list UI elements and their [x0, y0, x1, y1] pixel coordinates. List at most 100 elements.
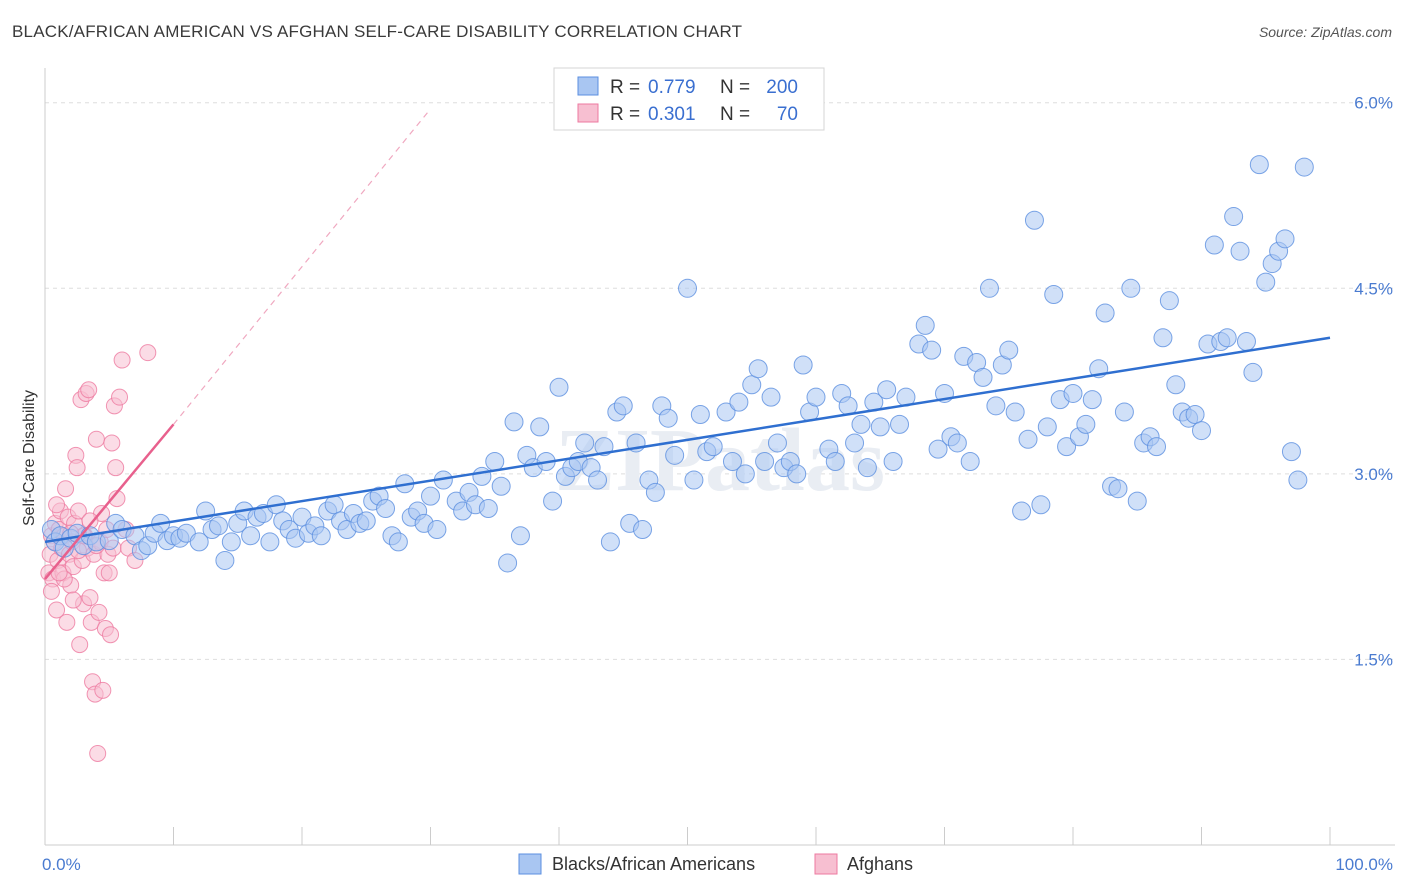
black-point-84 — [600, 532, 620, 552]
black-point-107 — [761, 387, 781, 407]
x-tick-label-1: 100.0% — [1335, 855, 1393, 874]
black-point-144 — [1012, 501, 1032, 521]
black-point-177 — [1224, 207, 1244, 227]
afghan-point-13 — [57, 480, 75, 498]
black-point-80 — [575, 433, 595, 453]
black-point-161 — [1121, 278, 1141, 298]
axes — [44, 68, 1395, 846]
afghan-point-60 — [42, 582, 60, 600]
black-point-143 — [1005, 402, 1025, 422]
black-point-188 — [1294, 157, 1314, 177]
afghan-point-59 — [139, 344, 157, 362]
black-point-160 — [1114, 402, 1134, 422]
afghan-point-63 — [64, 591, 82, 609]
x-tick-label-0: 0.0% — [42, 855, 81, 874]
stats-legend: R = 0.779 N = 200 R = 0.301 N = 70 — [553, 67, 825, 131]
black-point-47 — [356, 511, 376, 531]
black-point-159 — [1108, 479, 1128, 499]
legend-n-label-1: N = — [720, 77, 750, 98]
y-tick-labels: 1.5% 3.0% 4.5% 6.0% — [1354, 94, 1393, 670]
afghan-point-54 — [111, 388, 129, 406]
black-point-171 — [1185, 404, 1205, 424]
black-point-108 — [767, 433, 787, 453]
black-point-136 — [960, 452, 980, 471]
black-point-100 — [716, 402, 736, 422]
black-point-178 — [1230, 241, 1250, 261]
black-point-134 — [947, 433, 967, 453]
black-point-186 — [1281, 442, 1301, 462]
black-point-176 — [1217, 328, 1237, 348]
y-tick-label-0: 1.5% — [1354, 650, 1393, 669]
black-point-147 — [1031, 495, 1051, 515]
black-point-146 — [1024, 210, 1044, 230]
black-point-25 — [215, 550, 235, 570]
legend-swatch-afghans — [577, 103, 599, 123]
black-point-152 — [1063, 383, 1083, 403]
afghan-point-48 — [102, 626, 120, 644]
black-point-86 — [613, 396, 633, 416]
black-point-120 — [851, 414, 871, 434]
black-point-180 — [1243, 362, 1263, 382]
black-point-139 — [979, 278, 999, 298]
afghan-point-38 — [89, 744, 107, 762]
black-point-40 — [311, 526, 331, 546]
black-point-181 — [1249, 155, 1269, 175]
black-point-89 — [633, 520, 653, 540]
black-point-94 — [665, 445, 685, 465]
bottom-legend-label-afghans: Afghans — [847, 854, 913, 874]
black-point-99 — [703, 437, 723, 457]
afghan-point-22 — [68, 459, 86, 477]
black-point-67 — [491, 476, 511, 496]
y-tick-label-2: 4.5% — [1354, 279, 1393, 298]
black-point-50 — [376, 499, 396, 519]
afghan-point-47 — [100, 564, 118, 582]
black-point-116 — [825, 452, 845, 471]
black-point-32 — [260, 532, 280, 552]
black-point-174 — [1204, 235, 1224, 255]
black-point-75 — [543, 491, 563, 511]
black-point-73 — [530, 417, 550, 437]
trend-lines — [44, 108, 1331, 580]
bottom-legend-swatch-afghans — [814, 853, 838, 875]
black-point-104 — [742, 375, 762, 395]
legend-r-label-2: R = — [610, 104, 640, 125]
black-point-168 — [1166, 375, 1186, 395]
black-point-148 — [1037, 417, 1057, 437]
afghan-point-55 — [113, 351, 131, 369]
black-point-124 — [877, 380, 897, 400]
legend-r-value-1: 0.779 — [648, 77, 696, 98]
black-point-185 — [1275, 229, 1295, 249]
black-point-154 — [1076, 414, 1096, 434]
black-point-165 — [1147, 437, 1167, 457]
black-point-103 — [735, 464, 755, 484]
black-point-111 — [787, 464, 807, 484]
x-tick-labels: 0.0% 100.0% — [42, 855, 1393, 874]
afghans-trend-extension — [173, 108, 431, 425]
black-point-58 — [427, 520, 447, 540]
afghan-point-42 — [94, 681, 112, 699]
afghans-trend-line — [44, 423, 175, 580]
black-point-182 — [1256, 272, 1276, 292]
legend-r-value-2: 0.301 — [648, 104, 696, 125]
chart-title: BLACK/AFRICAN AMERICAN VS AFGHAN SELF-CA… — [12, 22, 743, 41]
afghan-point-32 — [81, 589, 99, 607]
black-point-57 — [421, 486, 440, 506]
bottom-legend-label-blacks: Blacks/African Americans — [552, 854, 755, 874]
afghan-point-23 — [69, 502, 87, 520]
black-point-130 — [922, 340, 942, 360]
y-tick-label-1: 3.0% — [1354, 465, 1393, 484]
black-point-112 — [793, 355, 813, 375]
black-point-172 — [1192, 421, 1211, 441]
legend-n-label-2: N = — [720, 104, 750, 125]
black-point-121 — [857, 458, 877, 478]
legend-n-value-1: 200 — [766, 77, 798, 98]
afghan-point-31 — [80, 381, 98, 399]
black-point-29 — [241, 526, 261, 546]
black-point-166 — [1153, 328, 1173, 348]
bottom-legend: Blacks/African Americans Afghans — [518, 853, 913, 875]
black-point-155 — [1082, 390, 1102, 410]
black-point-66 — [485, 452, 505, 471]
afghan-point-37 — [87, 430, 105, 448]
black-point-70 — [510, 526, 530, 546]
black-point-102 — [729, 392, 749, 412]
